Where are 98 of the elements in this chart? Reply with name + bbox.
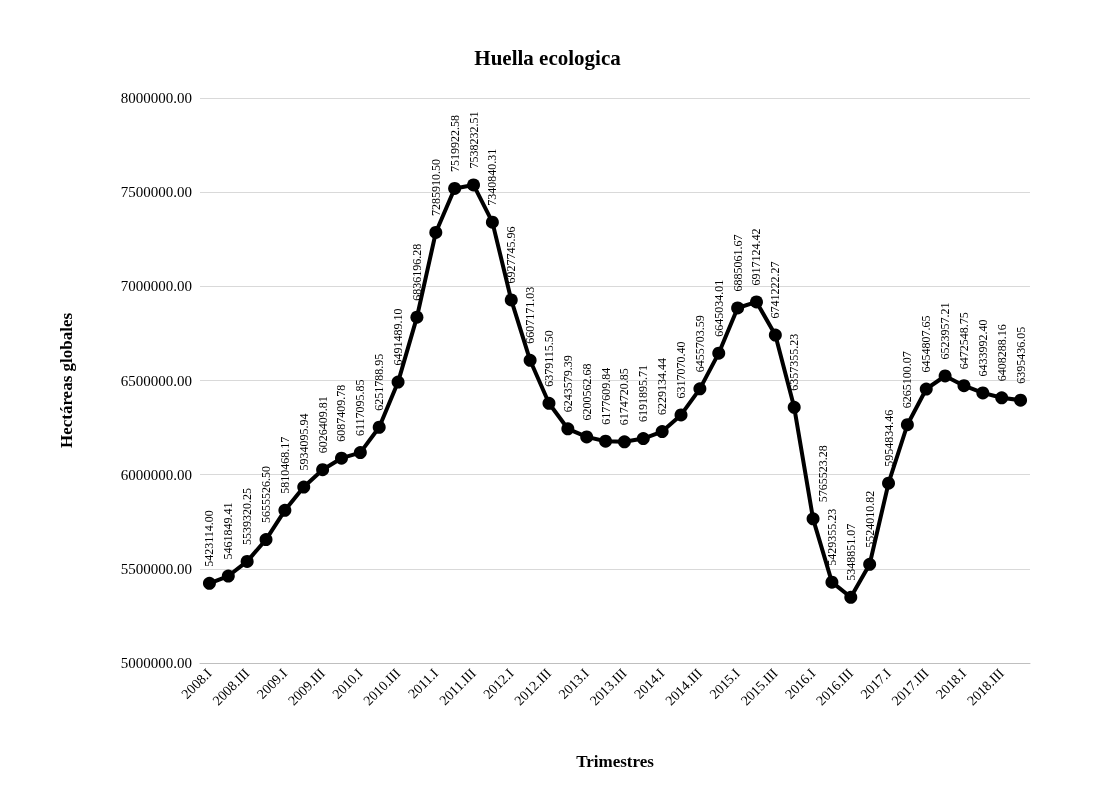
point bbox=[617, 435, 631, 449]
data-label: 5429355.23 bbox=[824, 508, 839, 566]
data-label: 6645034.01 bbox=[711, 279, 726, 337]
data-label: 6174720.85 bbox=[617, 368, 632, 426]
data-label: 6200562.68 bbox=[579, 363, 594, 421]
point bbox=[504, 293, 518, 307]
point bbox=[221, 569, 235, 583]
point bbox=[278, 503, 292, 517]
data-label: 6265100.07 bbox=[900, 351, 915, 409]
data-label: 6523957.21 bbox=[938, 302, 953, 360]
data-label: 6087409.78 bbox=[334, 384, 349, 442]
data-label: 6243579.39 bbox=[560, 355, 575, 413]
point bbox=[542, 396, 556, 410]
y-axis-title: Hectáreas globales bbox=[57, 312, 76, 449]
x-axis-title: Trimestres bbox=[576, 752, 655, 771]
point bbox=[655, 425, 669, 439]
point bbox=[334, 451, 348, 465]
point bbox=[523, 353, 537, 367]
point bbox=[693, 382, 707, 396]
data-label: 5524010.82 bbox=[862, 490, 877, 548]
data-label: 7340840.31 bbox=[485, 148, 500, 206]
point bbox=[240, 554, 254, 568]
y-tick-label: 6500000.00 bbox=[120, 372, 192, 389]
data-label: 6379115.50 bbox=[541, 330, 556, 387]
data-label: 6836196.28 bbox=[409, 243, 424, 301]
data-label: 6191895.71 bbox=[636, 365, 651, 423]
point bbox=[580, 430, 594, 444]
data-label: 7538232.51 bbox=[466, 111, 481, 169]
data-label: 6917124.42 bbox=[749, 228, 764, 286]
point bbox=[900, 418, 914, 432]
y-tick-label: 6000000.00 bbox=[120, 466, 192, 483]
data-label: 6741222.27 bbox=[768, 261, 783, 319]
data-label: 5954834.46 bbox=[881, 409, 896, 467]
data-label: 6229134.44 bbox=[655, 358, 670, 416]
data-label: 6026409.81 bbox=[315, 396, 330, 454]
data-label: 5539320.25 bbox=[240, 487, 255, 545]
point bbox=[731, 301, 745, 315]
point bbox=[391, 375, 405, 389]
data-label: 5423114.00 bbox=[202, 510, 217, 567]
point bbox=[429, 225, 443, 239]
data-label: 6455703.59 bbox=[692, 315, 707, 373]
y-tick-label: 5000000.00 bbox=[120, 655, 192, 671]
chart-title: Huella ecologica bbox=[474, 45, 622, 70]
data-label: 5810468.17 bbox=[277, 436, 292, 494]
point bbox=[976, 386, 990, 400]
data-label: 7285910.50 bbox=[428, 158, 443, 216]
y-tick-label: 7000000.00 bbox=[120, 278, 192, 295]
y-tick-label: 8000000.00 bbox=[120, 90, 192, 106]
point bbox=[636, 432, 650, 446]
data-label: 6927745.96 bbox=[504, 226, 519, 284]
data-label: 6177609.84 bbox=[598, 367, 613, 425]
point bbox=[806, 512, 820, 526]
y-tick-label: 5500000.00 bbox=[120, 560, 192, 577]
point bbox=[372, 420, 386, 434]
data-label: 6885061.67 bbox=[730, 234, 745, 292]
data-label: 5461849.41 bbox=[221, 502, 236, 560]
point bbox=[712, 346, 726, 360]
point bbox=[353, 446, 367, 460]
data-label: 6395436.05 bbox=[1013, 326, 1028, 384]
data-label: 6408288.16 bbox=[994, 324, 1009, 382]
data-label: 5765523.28 bbox=[816, 445, 831, 503]
point bbox=[919, 382, 933, 396]
point bbox=[1014, 393, 1028, 407]
data-label: 6251788.95 bbox=[372, 353, 387, 411]
point bbox=[863, 557, 877, 571]
point bbox=[448, 181, 462, 195]
point bbox=[599, 434, 613, 448]
point bbox=[882, 476, 896, 490]
data-label: 5655526.50 bbox=[259, 466, 274, 524]
point bbox=[825, 575, 839, 589]
data-label: 6433992.40 bbox=[975, 319, 990, 377]
data-label: 6317070.40 bbox=[674, 341, 689, 399]
data-label: 6607171.03 bbox=[523, 286, 538, 344]
point bbox=[957, 379, 971, 393]
data-label: 5934095.94 bbox=[296, 413, 311, 471]
data-label: 6117095.85 bbox=[353, 379, 368, 437]
point bbox=[410, 310, 424, 324]
data-label: 6357355.23 bbox=[787, 333, 802, 391]
data-label: 5348851.07 bbox=[843, 523, 858, 581]
data-label: 6472548.75 bbox=[956, 312, 971, 370]
data-label: 7519922.58 bbox=[447, 114, 462, 172]
data-label: 6491489.10 bbox=[391, 308, 406, 366]
point bbox=[485, 215, 499, 229]
point bbox=[844, 590, 858, 604]
point bbox=[995, 391, 1009, 405]
point bbox=[316, 463, 330, 477]
point bbox=[561, 422, 575, 436]
point bbox=[787, 400, 801, 414]
point bbox=[297, 480, 311, 494]
data-label: 6454807.65 bbox=[919, 315, 934, 373]
point bbox=[749, 295, 763, 309]
point bbox=[259, 533, 273, 547]
point bbox=[202, 576, 216, 590]
point bbox=[674, 408, 688, 422]
point bbox=[467, 178, 481, 192]
point bbox=[938, 369, 952, 383]
y-tick-label: 7500000.00 bbox=[120, 184, 192, 201]
point bbox=[768, 328, 782, 342]
